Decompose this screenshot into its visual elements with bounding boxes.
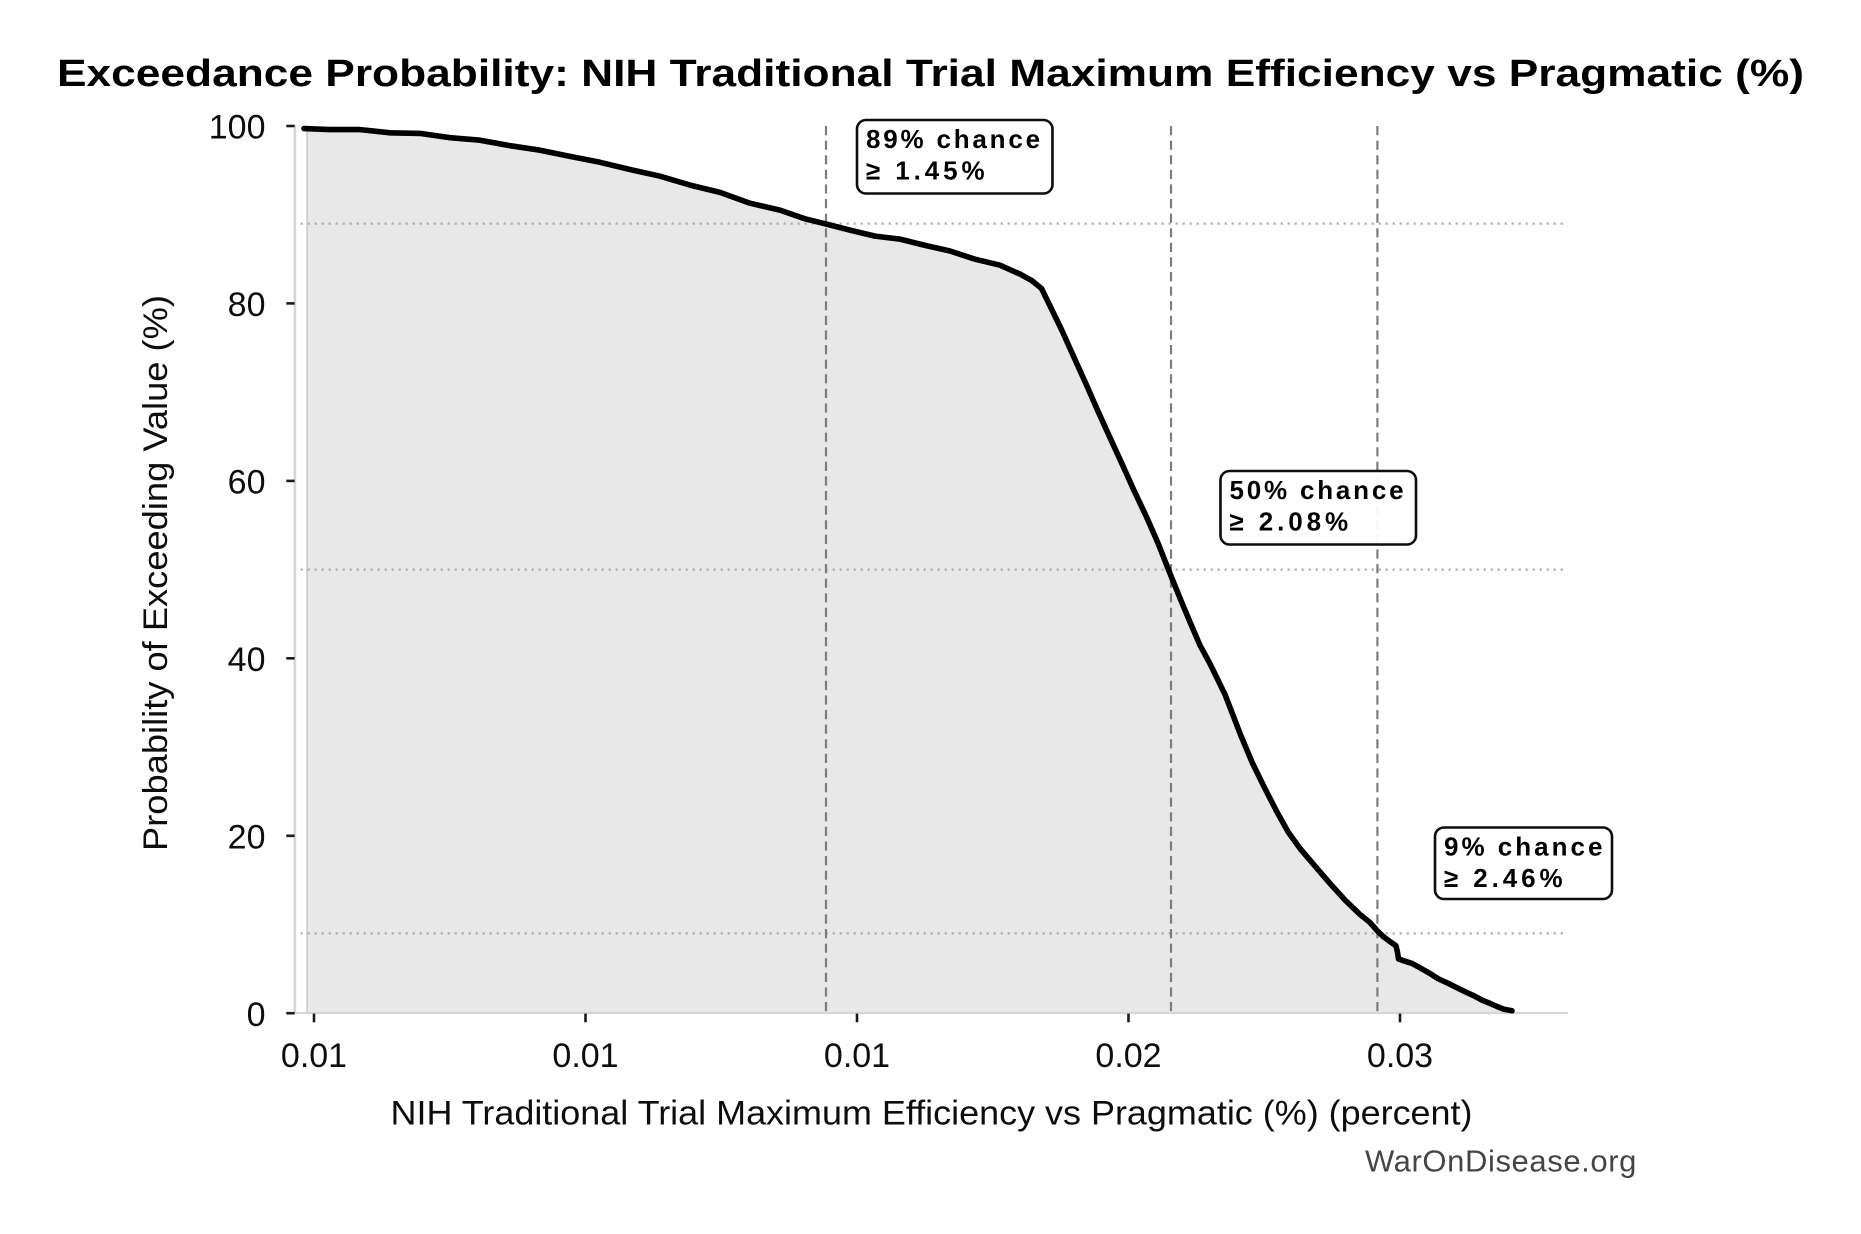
svg-text:0: 0 <box>247 996 266 1034</box>
svg-text:60: 60 <box>228 464 266 502</box>
svg-text:20: 20 <box>228 818 266 856</box>
svg-text:50% chance: 50% chance <box>1230 475 1407 505</box>
svg-text:0.01: 0.01 <box>824 1037 890 1075</box>
svg-text:0.02: 0.02 <box>1095 1037 1161 1075</box>
svg-text:NIH Traditional Trial Maximum: NIH Traditional Trial Maximum Efficiency… <box>391 1095 1473 1133</box>
svg-text:Exceedance Probability: NIH Tr: Exceedance Probability: NIH Traditional … <box>57 53 1804 95</box>
svg-text:0.01: 0.01 <box>552 1037 618 1075</box>
svg-text:WarOnDisease.org: WarOnDisease.org <box>1365 1144 1637 1179</box>
svg-text:80: 80 <box>228 286 266 324</box>
svg-text:≥ 2.08%: ≥ 2.08% <box>1230 507 1353 537</box>
svg-text:100: 100 <box>209 109 266 147</box>
svg-text:≥ 1.45%: ≥ 1.45% <box>866 156 989 186</box>
svg-text:0.03: 0.03 <box>1367 1037 1433 1075</box>
svg-text:≥ 2.46%: ≥ 2.46% <box>1444 863 1567 893</box>
svg-text:Probability of Exceeding Value: Probability of Exceeding Value (%) <box>137 295 175 851</box>
svg-text:89% chance: 89% chance <box>866 124 1043 154</box>
svg-text:40: 40 <box>228 641 266 679</box>
svg-text:9% chance: 9% chance <box>1444 832 1605 862</box>
svg-text:0.01: 0.01 <box>281 1037 347 1075</box>
